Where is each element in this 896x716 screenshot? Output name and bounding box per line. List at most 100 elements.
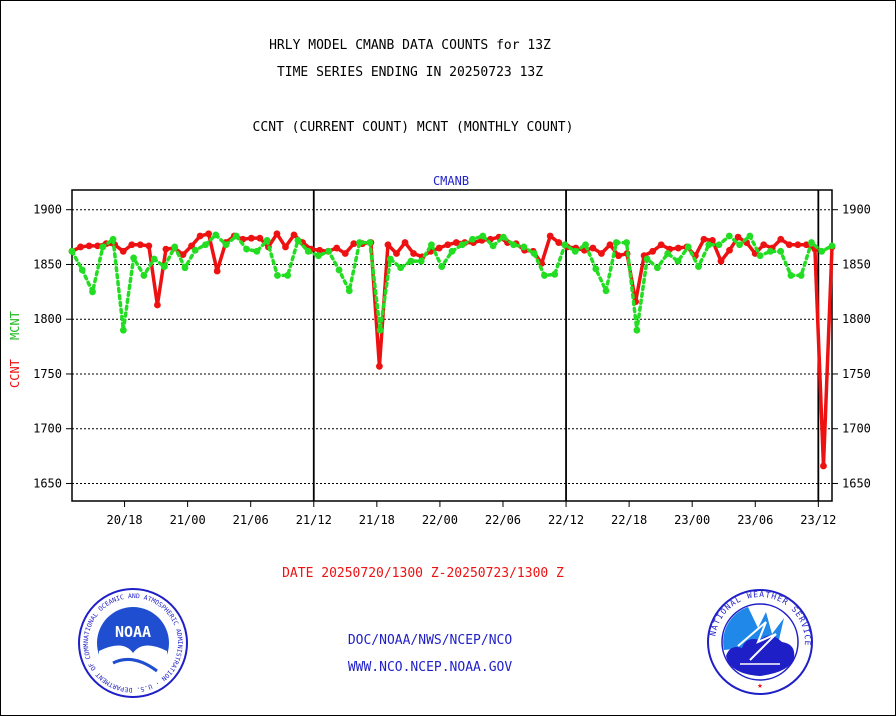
data-point-ccnt	[153, 301, 161, 309]
data-point-ccnt	[794, 241, 802, 249]
nws-star-icon: ★	[757, 681, 763, 691]
data-point-mcnt	[171, 243, 179, 251]
data-point-mcnt	[777, 247, 785, 255]
data-point-mcnt	[89, 288, 96, 296]
data-point-mcnt	[674, 257, 682, 265]
y-tick-label-right: 1800	[842, 312, 871, 326]
data-point-mcnt	[787, 272, 795, 279]
link-doc-noaa[interactable]: DOC/NOAA/NWS/NCEP/NCO	[347, 633, 513, 648]
data-point-ccnt	[256, 234, 264, 242]
data-point-mcnt	[284, 272, 292, 279]
data-point-mcnt	[274, 272, 281, 279]
data-point-mcnt	[551, 270, 559, 278]
data-point-mcnt	[561, 241, 569, 249]
data-point-ccnt	[290, 231, 298, 239]
data-point-mcnt	[695, 263, 702, 271]
data-point-mcnt	[510, 241, 518, 249]
data-point-ccnt	[384, 241, 392, 249]
data-point-mcnt	[458, 241, 466, 249]
data-point-mcnt	[417, 257, 425, 265]
data-point-mcnt	[705, 241, 713, 249]
data-point-mcnt	[99, 243, 107, 251]
data-point-ccnt	[136, 241, 144, 249]
data-point-ccnt	[393, 250, 400, 257]
data-point-ccnt	[333, 244, 341, 252]
y-axis-label-mcnt: MCNT	[8, 311, 22, 340]
data-point-ccnt	[444, 241, 452, 249]
data-point-mcnt	[736, 241, 743, 249]
data-point-mcnt	[448, 247, 456, 255]
data-point-mcnt	[530, 250, 538, 257]
data-point-mcnt	[664, 250, 672, 257]
data-point-mcnt	[78, 266, 86, 274]
data-point-ccnt	[777, 235, 785, 243]
x-tick-label: 21/18	[359, 513, 395, 527]
data-point-mcnt	[397, 264, 405, 272]
data-point-mcnt	[571, 247, 579, 255]
data-point-mcnt	[253, 247, 261, 255]
data-point-ccnt	[77, 243, 84, 251]
y-tick-label-right: 1900	[842, 203, 871, 217]
data-point-mcnt	[243, 245, 250, 253]
data-point-mcnt	[315, 252, 322, 260]
data-point-ccnt	[401, 239, 409, 246]
data-point-ccnt	[606, 241, 614, 249]
data-point-ccnt	[179, 251, 187, 259]
y-tick-label-right: 1700	[842, 422, 871, 436]
data-point-mcnt	[489, 242, 497, 250]
plot-title: CMANB	[433, 174, 469, 188]
y-tick-label-left: 1650	[33, 476, 62, 490]
x-tick-label: 22/12	[548, 513, 584, 527]
x-tick-label: 23/00	[674, 513, 710, 527]
data-point-mcnt	[766, 247, 774, 255]
data-point-mcnt	[715, 241, 723, 249]
data-point-mcnt	[499, 233, 507, 241]
x-tick-label: 22/06	[485, 513, 521, 527]
data-point-mcnt	[746, 232, 754, 240]
data-point-mcnt	[386, 255, 394, 263]
data-point-ccnt	[350, 240, 358, 248]
data-point-mcnt	[756, 252, 764, 260]
data-point-mcnt	[161, 263, 168, 271]
chart-subtitle: CCNT (CURRENT COUNT) MCNT (MONTHLY COUNT…	[252, 120, 574, 135]
data-point-ccnt	[213, 267, 221, 275]
data-point-mcnt	[376, 326, 384, 334]
data-point-mcnt	[520, 243, 528, 251]
plot-frame	[71, 189, 833, 502]
data-point-ccnt	[196, 232, 204, 240]
data-point-mcnt	[68, 247, 76, 255]
data-point-ccnt	[205, 230, 213, 238]
data-point-mcnt	[612, 239, 620, 246]
y-tick-label-left: 1900	[33, 203, 62, 217]
data-point-mcnt	[130, 254, 138, 262]
data-point-ccnt	[674, 244, 682, 252]
nws-logo: NATIONAL WEATHER SERVICE ★	[707, 589, 813, 695]
y-tick-label-left: 1700	[33, 422, 62, 436]
data-point-ccnt	[145, 242, 153, 250]
x-tick-label: 22/00	[422, 513, 458, 527]
y-axis-label-ccnt: CCNT	[8, 359, 22, 388]
data-point-ccnt	[700, 235, 708, 243]
data-point-mcnt	[797, 272, 805, 279]
x-tick-label: 23/12	[800, 513, 836, 527]
data-point-mcnt	[366, 239, 374, 246]
data-point-ccnt	[316, 246, 324, 254]
data-point-ccnt	[128, 241, 136, 249]
data-point-mcnt	[140, 272, 148, 279]
data-point-ccnt	[94, 242, 102, 250]
data-point-ccnt	[555, 239, 563, 246]
y-tick-label-right: 1650	[842, 476, 871, 490]
data-point-mcnt	[602, 287, 610, 295]
data-point-mcnt	[335, 266, 343, 274]
x-tick-label: 21/00	[170, 513, 206, 527]
data-point-mcnt	[828, 242, 836, 250]
link-nco-website[interactable]: WWW.NCO.NCEP.NOAA.GOV	[347, 660, 513, 675]
data-point-mcnt	[725, 232, 733, 240]
date-range-label: DATE 20250720/1300 Z-20250723/1300 Z	[282, 566, 564, 581]
data-point-mcnt	[808, 239, 815, 246]
x-tick-label: 23/06	[737, 513, 773, 527]
data-point-mcnt	[345, 287, 353, 295]
data-point-ccnt	[734, 233, 742, 241]
data-point-mcnt	[818, 247, 826, 255]
